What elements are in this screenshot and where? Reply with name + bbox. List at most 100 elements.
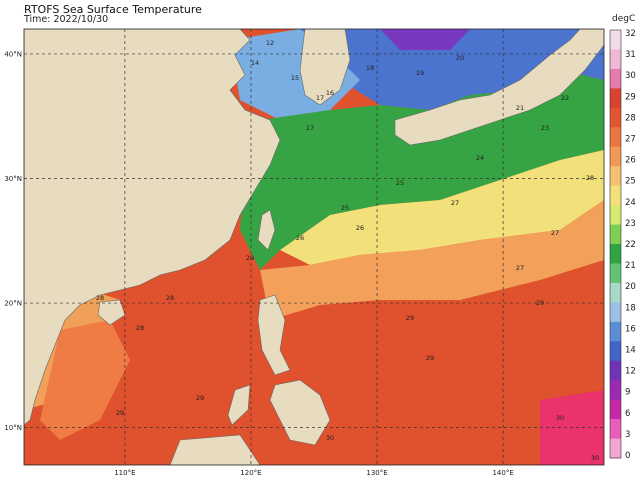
colorbar-tick-label: 12 [625,367,636,377]
colorbar-tick-label: 14 [625,346,636,356]
graticule [24,29,604,465]
contour-label: 27 [551,229,559,237]
colorbar-tick-label: 0 [625,451,630,461]
colorbar-tick-label: 32 [625,29,636,39]
borneo-land [169,434,261,465]
contour-label: 25 [341,204,349,212]
sst-band-cold [300,29,604,110]
colorbar-segment [610,341,621,362]
sst-scs-mid [40,320,130,440]
colorbar-segment [610,49,621,70]
lon-tick-label: 140°E [492,469,513,477]
lat-tick-label: 20°N [4,300,22,308]
contour-label: 18 [366,64,374,72]
colorbar-segment [610,380,621,401]
palawan-land [227,384,251,426]
colorbar-tick-label: 3 [625,430,630,440]
lat-tick-labels: 40°N 30°N 20°N 10°N [4,50,22,432]
contour-label: 12 [266,39,274,47]
lat-tick-label: 30°N [4,175,22,183]
lon-tick-label: 130°E [366,469,387,477]
lon-tick-label: 120°E [240,469,261,477]
colorbar-segment [610,224,621,245]
contour-label: 28 [96,294,104,302]
contour-label: 29 [536,299,544,307]
colorbar-tick-label: 27 [625,135,636,145]
contour-label: 16 [326,89,334,97]
sst-band-coldest [380,29,470,50]
colorbar-tick-label: 26 [625,156,636,166]
colorbar-segment [610,360,621,381]
colorbar-tick-label: 29 [625,92,636,102]
colorbar-segment [610,205,621,226]
contour-label: 28 [166,294,174,302]
contour-label: 28 [136,324,144,332]
colorbar-tick-label: 24 [625,198,636,208]
taiwan-land [257,209,276,251]
hainan-land [97,299,126,326]
contour-label: 29 [246,254,254,262]
contour-label: 30 [591,454,599,462]
colorbar-segment [610,419,621,440]
contour-label: 19 [416,69,424,77]
colorbar-segment [610,166,621,187]
colorbar-segment [610,399,621,420]
contour-label: 26 [296,234,304,242]
colorbar-tick-label: 25 [625,177,636,187]
colorbar-segment [610,127,621,148]
map-frame [23,28,605,466]
contour-label: 30 [326,434,334,442]
lon-tick-labels: 110°E 120°E 130°E 140°E [114,469,514,477]
contour-label: 20 [456,54,464,62]
colorbar-units: degC [612,14,636,24]
contour-label: 25 [396,179,404,187]
lat-tick-label: 40°N [4,50,22,58]
colorbar-tick-label: 20 [625,282,636,292]
colorbar-tick-label: 6 [625,409,630,419]
colorbar-tick-label: 21 [625,261,636,271]
colorbar-segment [610,30,621,50]
lat-tick-label: 10°N [4,424,22,432]
contour-label: 15 [291,74,299,82]
contour-label: 28 [586,174,594,182]
mindanao-land [269,379,331,446]
colorbar-tick-label: 18 [625,303,636,313]
contour-label: 29 [196,394,204,402]
map-time: Time: 2022/10/30 [24,14,109,25]
map-title: RTOFS Sea Surface Temperature [24,3,202,16]
colorbar-segment [610,107,621,128]
contour-label: 22 [561,94,569,102]
contour-label: 21 [516,104,524,112]
contour-label: 23 [541,124,549,132]
colorbar-tick-label: 16 [625,324,636,334]
lon-tick-label: 110°E [114,469,135,477]
colorbar [609,29,622,459]
colorbar-segment [610,321,621,342]
contour-label: 24 [476,154,484,162]
contour-label: 17 [306,124,314,132]
colorbar-segment [610,185,621,206]
colorbar-segment [610,438,621,459]
contour-label: 29 [116,409,124,417]
contour-label: 27 [516,264,524,272]
japan-land [394,29,604,146]
contour-label: 27 [451,199,459,207]
colorbar-segment [610,282,621,303]
contour-label: 29 [406,314,414,322]
contour-labels: 1214151617171819202122232425252626272727… [96,39,599,462]
sst-band-orange [260,200,604,320]
colorbar-segment [610,68,621,89]
colorbar-segment [610,263,621,284]
colorbar-border [609,29,622,459]
colorbar-tick-label: 30 [625,71,636,81]
colorbar-segment [610,244,621,264]
contour-label: 26 [356,224,364,232]
contour-label: 14 [251,59,259,67]
colorbar-tick-label: 23 [625,219,636,229]
colorbar-tick-label: 22 [625,240,636,250]
contour-label: 17 [316,94,324,102]
colorbar-tick-label: 28 [625,113,636,123]
colorbar-tick-label: 31 [625,50,636,60]
